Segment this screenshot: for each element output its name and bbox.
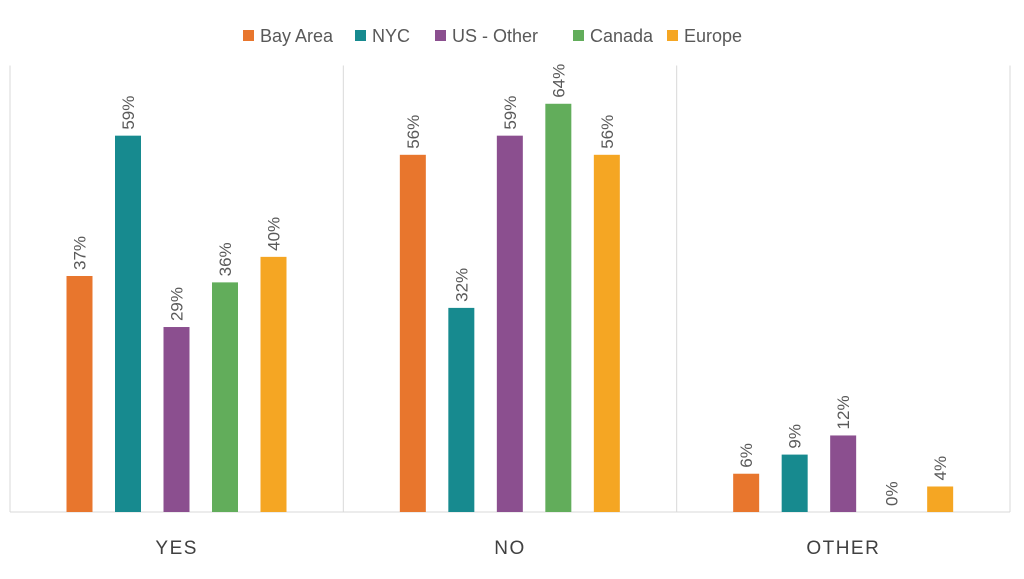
data-label: 32% <box>452 268 471 302</box>
bar <box>399 154 426 513</box>
legend-label: Canada <box>590 26 654 46</box>
data-label: 59% <box>501 96 520 130</box>
legend-label: Europe <box>684 26 742 46</box>
category-label: OTHER <box>806 538 880 559</box>
legend-swatch <box>243 30 254 41</box>
legend-swatch <box>355 30 366 41</box>
data-labels: 37% 59% 29% 36% 40% 56% 32% 59% 64% 56% 6% 9% 12% 0% 4… <box>71 64 951 506</box>
data-label: 6% <box>737 443 756 468</box>
category-label: NO <box>494 538 526 559</box>
category-label: YES <box>155 538 198 559</box>
bar <box>781 454 808 512</box>
bar <box>830 435 857 512</box>
bar <box>163 327 190 512</box>
bar <box>927 486 954 512</box>
bars <box>66 103 954 513</box>
data-label: 56% <box>404 115 423 149</box>
data-label: 29% <box>168 287 187 321</box>
category-labels: YES NO OTHER <box>155 538 880 559</box>
data-label: 64% <box>549 64 568 98</box>
bar <box>545 103 572 513</box>
data-label: 37% <box>71 236 90 270</box>
bar <box>212 282 238 512</box>
data-label: 40% <box>265 217 284 251</box>
legend-swatch <box>667 30 678 41</box>
bar <box>260 256 287 512</box>
data-label: 9% <box>786 424 805 449</box>
data-label: 4% <box>931 456 950 481</box>
data-label: 0% <box>883 481 902 506</box>
legend-label: NYC <box>372 26 410 46</box>
data-label: 12% <box>834 395 853 429</box>
legend-label: Bay Area <box>260 26 334 46</box>
legend-swatch <box>435 30 446 41</box>
bar <box>448 307 475 512</box>
bar <box>593 154 620 513</box>
legend-label: US - Other <box>452 26 538 46</box>
bar <box>66 275 93 512</box>
bar <box>115 135 141 512</box>
legend: Bay Area NYC US - Other Canada Europe <box>243 26 742 46</box>
bar <box>496 135 523 512</box>
data-label: 56% <box>598 115 617 149</box>
bar <box>733 473 760 512</box>
data-label: 36% <box>216 242 235 276</box>
legend-swatch <box>573 30 584 41</box>
data-label: 59% <box>119 96 138 130</box>
